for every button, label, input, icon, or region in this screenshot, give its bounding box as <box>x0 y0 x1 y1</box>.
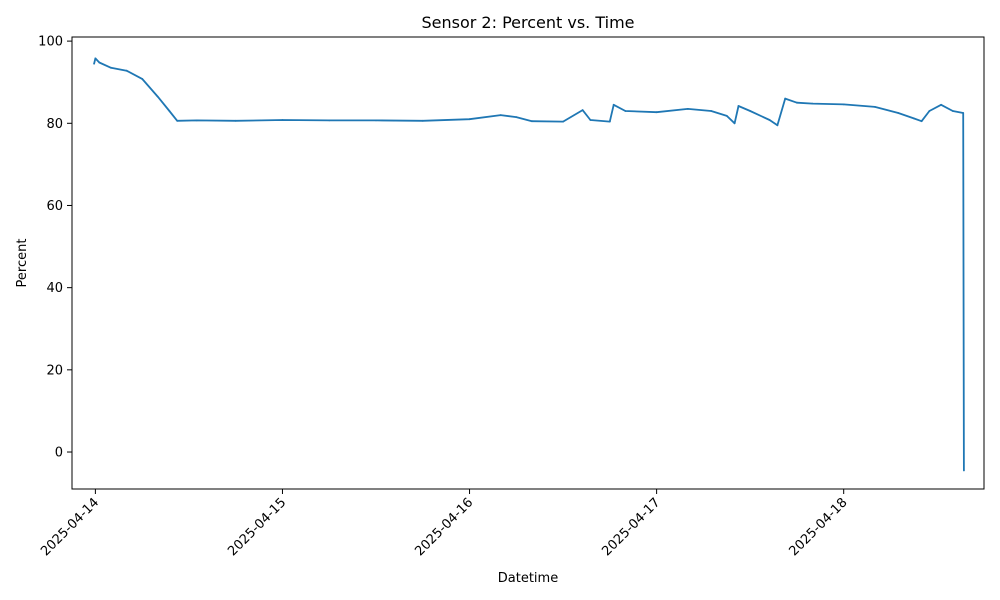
data-point <box>962 112 965 114</box>
data-point <box>951 110 954 112</box>
data-point <box>963 469 965 472</box>
data-point <box>176 119 179 122</box>
data-point <box>531 120 533 123</box>
data-point <box>655 111 658 114</box>
y-tick-label: 100 <box>38 35 63 50</box>
data-point <box>195 119 198 122</box>
data-point <box>842 103 845 106</box>
data-point <box>234 119 237 122</box>
y-tick-label: 40 <box>46 281 63 296</box>
data-point <box>737 105 740 107</box>
data-point <box>928 110 931 112</box>
data-point <box>710 110 713 112</box>
y-axis-label: Percent <box>15 239 30 288</box>
data-point <box>98 61 101 64</box>
data-point <box>749 110 752 112</box>
data-point <box>624 110 627 112</box>
data-point <box>874 106 876 108</box>
data-point <box>328 119 331 122</box>
y-tick-label: 0 <box>55 446 63 461</box>
x-tick-label: 2025-04-16 <box>412 495 476 559</box>
x-tick-label: 2025-04-14 <box>38 495 102 559</box>
x-tick-label: 2025-04-18 <box>786 495 850 559</box>
data-point <box>940 103 942 106</box>
data-point <box>686 108 689 110</box>
x-tick-label: 2025-04-17 <box>599 495 663 559</box>
data-point <box>110 66 112 69</box>
data-point <box>141 78 144 80</box>
data-point <box>581 109 584 111</box>
data-point <box>281 119 284 121</box>
data-point <box>608 120 611 123</box>
data-point <box>421 119 424 122</box>
data-point <box>920 120 923 123</box>
data-point <box>93 62 95 65</box>
data-point <box>776 124 779 127</box>
data-point <box>156 95 159 98</box>
y-tick-label: 80 <box>46 117 63 132</box>
data-point <box>796 101 798 104</box>
data-point <box>562 120 564 123</box>
data-point <box>612 103 615 106</box>
data-point <box>912 117 915 120</box>
data-point <box>515 116 518 118</box>
data-point <box>768 119 771 121</box>
data-point <box>168 110 171 112</box>
plot-frame <box>71 36 985 490</box>
data-point <box>499 114 502 116</box>
data-point <box>897 112 900 114</box>
data-point <box>733 122 736 125</box>
data-point <box>375 119 377 122</box>
data-point <box>468 118 471 121</box>
data-point <box>725 115 728 117</box>
data-point <box>811 102 814 105</box>
x-tick-label: 2025-04-15 <box>225 495 289 559</box>
plot-area <box>71 36 985 490</box>
x-axis: 2025-04-14 2025-04-15 2025-04-16 2025-04-17… <box>38 489 851 559</box>
data-point <box>589 119 592 121</box>
y-axis: 0 20 40 60 80 100 <box>38 35 72 461</box>
data-point <box>94 57 97 60</box>
data-point <box>125 69 128 72</box>
x-axis-label: Datetime <box>498 571 558 586</box>
series-layer <box>93 57 965 472</box>
y-tick-label: 60 <box>46 199 63 214</box>
chart-title: Sensor 2: Percent vs. Time <box>421 13 634 32</box>
y-tick-label: 20 <box>46 363 63 378</box>
series-line <box>93 57 965 471</box>
data-point <box>784 97 787 100</box>
